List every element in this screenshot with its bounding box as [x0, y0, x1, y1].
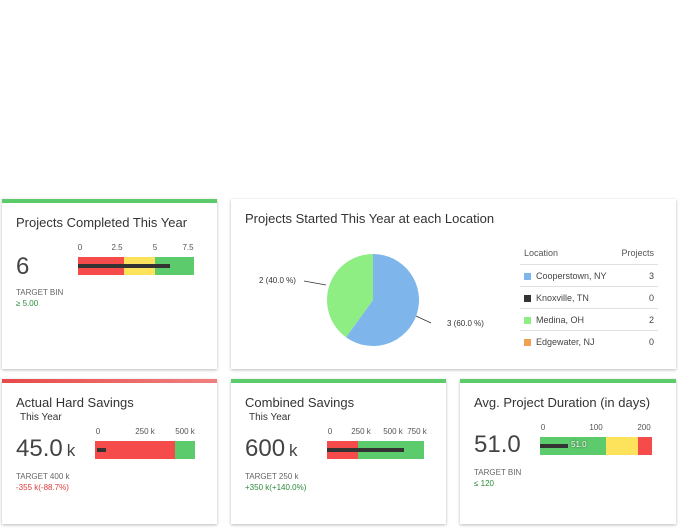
target-label: TARGET BIN	[474, 468, 522, 477]
tick-label: 0	[77, 243, 83, 252]
combined-savings-card: Combined Savings This Year 600 k 0 250 k …	[231, 379, 446, 524]
bullet-scale: 0 100 200	[540, 423, 652, 433]
legend-swatch	[524, 272, 531, 280]
tick-label: 0	[540, 423, 546, 432]
target-value: ≥ 5.00	[16, 299, 39, 308]
projects-completed-card: Projects Completed This Year 6 0 2.5 5 7…	[2, 199, 217, 369]
range-poor	[638, 437, 652, 455]
table-row[interactable]: Cooperstown, NY 3	[520, 264, 658, 287]
projects-by-location-card: Projects Started This Year at each Locat…	[231, 199, 676, 369]
location-name: Cooperstown, NY	[536, 270, 607, 281]
bullet-chart	[78, 257, 194, 275]
avg-project-duration-card: Avg. Project Duration (in days) 51.0 0 1…	[460, 379, 676, 524]
bullet-scale: 0 250 k 500 k	[95, 427, 195, 437]
kpi-unit: k	[66, 441, 76, 460]
actual-hard-savings-card: Actual Hard Savings This Year 45.0 k 0 25…	[2, 379, 217, 524]
pie-slice-medina[interactable]	[327, 254, 373, 338]
legend-swatch	[524, 316, 531, 324]
legend-swatch	[524, 338, 531, 346]
kpi-value: 45.0 k	[16, 435, 75, 463]
pie-chart	[303, 254, 432, 346]
location-name: Medina, OH	[536, 314, 585, 325]
card-title: Actual Hard Savings	[16, 395, 134, 410]
card-subtitle: This Year	[249, 412, 291, 423]
range-good	[175, 441, 195, 459]
tick-label: 200	[637, 423, 651, 432]
table-row[interactable]: Knoxville, TN 0	[520, 286, 658, 309]
card-title: Projects Started This Year at each Locat…	[245, 211, 495, 226]
tick-label: 750 k	[407, 427, 427, 436]
kpi-value: 600 k	[245, 435, 298, 463]
range-poor	[95, 441, 175, 459]
actual-bar	[327, 448, 404, 452]
kpi-value: 6	[16, 253, 30, 280]
card-status-bar	[2, 379, 217, 383]
tick-label: 100	[589, 423, 603, 432]
target-delta: -355 k(-88.7%)	[16, 483, 69, 492]
bullet-chart	[327, 441, 424, 459]
target-label: TARGET 250 k	[245, 472, 299, 481]
bullet-chart	[95, 441, 195, 459]
legend-swatch	[524, 294, 531, 302]
target-label: TARGET BIN	[16, 288, 64, 297]
location-table: Location Projects Cooperstown, NY 3 Knox…	[520, 242, 658, 352]
column-header-location: Location	[520, 242, 616, 265]
card-title: Avg. Project Duration (in days)	[474, 395, 651, 410]
tick-label: 500 k	[383, 427, 403, 436]
range-fair	[606, 437, 638, 455]
column-header-projects: Projects	[615, 242, 658, 265]
project-count: 0	[615, 286, 658, 309]
kpi-unit: k	[289, 441, 298, 460]
pie-leader-line	[415, 315, 432, 324]
card-title: Combined Savings	[245, 395, 355, 410]
project-count: 2	[615, 308, 658, 331]
bar-value-label: 51.0	[571, 440, 587, 449]
bullet-chart: 51.0	[540, 437, 652, 455]
actual-bar	[540, 444, 568, 448]
card-status-bar	[231, 379, 446, 383]
tick-label: 250 k	[135, 427, 155, 436]
tick-label: 250 k	[351, 427, 371, 436]
range-good	[540, 437, 606, 455]
actual-bar	[97, 448, 106, 452]
target-value: ≤ 120	[474, 479, 494, 488]
table-row[interactable]: Medina, OH 2	[520, 308, 658, 331]
tick-label: 5	[152, 243, 158, 252]
table-row[interactable]: Edgewater, NJ 0	[520, 331, 658, 353]
kpi-number: 600	[245, 435, 286, 462]
card-subtitle: This Year	[20, 412, 62, 423]
card-status-bar	[2, 199, 217, 203]
target-delta: +350 k(+140.0%)	[245, 483, 307, 492]
card-status-bar	[460, 379, 676, 383]
card-title: Projects Completed This Year	[16, 215, 188, 230]
kpi-value: 51.0	[474, 431, 521, 458]
tick-label: 0	[327, 427, 333, 436]
target-label: TARGET 400 k	[16, 472, 70, 481]
tick-label: 0	[95, 427, 101, 436]
project-count: 0	[648, 336, 654, 347]
pie-label: 3 (60.0 %)	[447, 319, 484, 328]
actual-bar	[78, 264, 170, 268]
pie-label: 2 (40.0 %)	[259, 276, 296, 285]
location-name: Edgewater, NJ	[536, 336, 595, 347]
tick-label: 500 k	[175, 427, 195, 436]
bullet-scale: 0 2.5 5 7.5	[78, 243, 194, 253]
project-count: 3	[615, 264, 658, 287]
bullet-scale: 0 250 k 500 k 750 k	[327, 427, 427, 437]
location-name: Knoxville, TN	[536, 292, 589, 303]
pie-leader-line	[303, 280, 327, 286]
pie-slice-cooperstown[interactable]	[345, 254, 419, 346]
tick-label: 2.5	[111, 243, 123, 252]
table-header-row: Location Projects	[520, 242, 658, 265]
range-good	[155, 257, 194, 275]
kpi-number: 45.0	[16, 435, 63, 462]
tick-label: 7.5	[182, 243, 194, 252]
